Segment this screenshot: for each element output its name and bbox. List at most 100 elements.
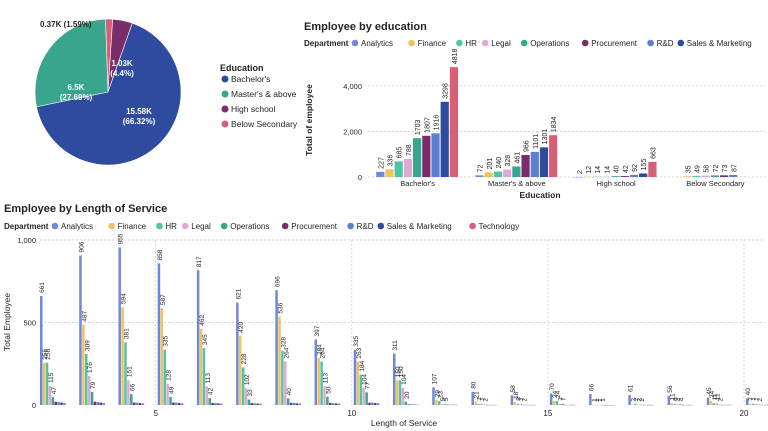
bar	[135, 402, 139, 405]
data-label: 6	[673, 397, 680, 401]
pie-legend-label: Bachelor's	[231, 74, 270, 84]
data-label: 7	[519, 397, 526, 401]
bar	[298, 403, 302, 405]
data-label: 35	[685, 165, 692, 173]
bar	[516, 403, 519, 405]
legend-label: Analytics	[61, 222, 93, 231]
x-tick-label: High school	[597, 179, 637, 188]
pie-legend-label: Below Secondary	[231, 119, 298, 129]
bar	[172, 402, 175, 405]
bar	[138, 403, 142, 405]
bar	[202, 348, 206, 405]
data-label: 128	[166, 370, 173, 381]
bar	[440, 101, 449, 177]
bar	[719, 175, 729, 177]
pie-legend-marker	[221, 90, 229, 98]
bar	[180, 403, 184, 405]
bar	[320, 361, 323, 405]
data-label: 2	[577, 170, 584, 174]
pie-value-label: 1.03K (4.4%)	[110, 59, 134, 78]
x-tick-label: 20	[740, 409, 749, 418]
y-tick-label: 2,000	[343, 127, 362, 136]
legend-label: Sales & Marketing	[687, 39, 752, 48]
data-label: 20	[404, 391, 411, 399]
data-label: 1834	[551, 117, 558, 133]
bar	[205, 386, 209, 405]
bar	[620, 176, 629, 177]
bar	[385, 169, 394, 177]
bar	[211, 403, 214, 405]
data-label: 14	[595, 166, 602, 174]
data-label: 87	[731, 164, 738, 172]
bar	[376, 403, 380, 405]
bar	[247, 399, 251, 405]
data-label: 104	[401, 374, 408, 385]
legend-label: Procurement	[591, 39, 638, 48]
data-label: 49	[169, 386, 176, 394]
bar	[628, 394, 631, 405]
data-label: 906	[78, 241, 85, 252]
bar	[87, 375, 91, 405]
data-label: 107	[431, 373, 438, 384]
data-label: 14	[604, 166, 611, 174]
data-label: 58	[510, 385, 517, 393]
data-label: 150	[395, 366, 402, 377]
bar	[362, 387, 365, 405]
data-label: 2	[757, 398, 764, 402]
data-label: 66	[129, 383, 136, 391]
pie-legend-label: High school	[231, 104, 276, 114]
bar	[401, 387, 405, 405]
data-label: 661	[39, 282, 46, 293]
bar	[259, 403, 262, 405]
data-label: 7	[751, 397, 758, 401]
bar	[96, 402, 100, 405]
legend-label: Operations	[530, 39, 569, 48]
bar	[281, 350, 284, 405]
data-label: 2	[630, 398, 637, 402]
bar	[199, 328, 203, 405]
legend-marker	[520, 39, 528, 47]
bar	[85, 354, 88, 405]
bar	[323, 386, 326, 405]
data-label: 115	[48, 372, 55, 383]
bar	[751, 403, 755, 405]
data-label: 7	[479, 397, 486, 401]
data-label: 256	[45, 349, 52, 360]
bar	[132, 402, 136, 405]
bar	[404, 401, 408, 405]
data-label: 1	[597, 398, 604, 402]
bar	[670, 403, 673, 405]
data-label: 788	[406, 144, 413, 156]
bar	[93, 401, 97, 405]
legend-marker	[456, 39, 463, 47]
bar	[521, 154, 530, 177]
bar	[241, 367, 245, 405]
bar	[60, 402, 63, 405]
data-label: 7	[754, 397, 761, 401]
y-tick-label: 1,000	[17, 236, 36, 245]
data-label: 45	[706, 387, 713, 395]
legend-marker	[408, 39, 415, 47]
legend-label: Procurement	[291, 222, 338, 231]
bar	[127, 380, 130, 405]
bar	[295, 403, 299, 405]
data-label: 1	[591, 398, 598, 402]
legend-marker	[220, 222, 228, 230]
bar	[220, 403, 223, 405]
bar	[561, 403, 564, 405]
data-label: 461	[514, 152, 521, 164]
data-label: 536	[277, 302, 284, 313]
legend-marker	[281, 222, 289, 230]
data-label: 24	[709, 390, 716, 398]
bar	[676, 404, 679, 405]
bar	[493, 171, 503, 177]
bar	[244, 388, 248, 405]
data-label: 72	[713, 164, 720, 172]
bar	[629, 174, 639, 177]
data-label: 92	[632, 164, 639, 172]
bar	[163, 349, 166, 405]
pie-slice	[34, 18, 109, 108]
data-label: 240	[496, 157, 503, 169]
bar	[394, 161, 403, 177]
